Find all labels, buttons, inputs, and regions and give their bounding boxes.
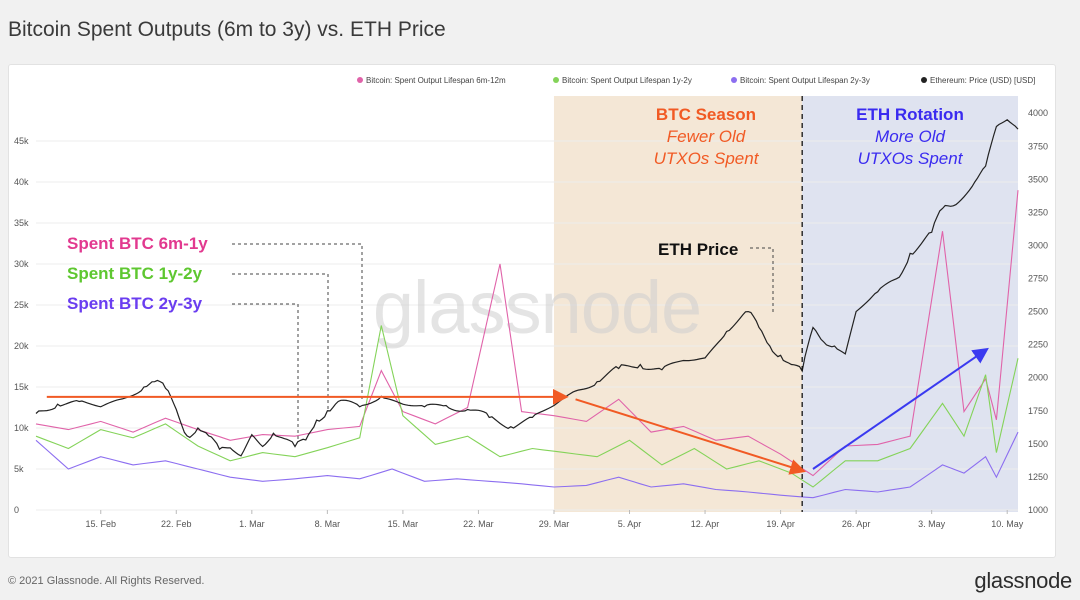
leader-line: [750, 247, 774, 312]
page-title: Bitcoin Spent Outputs (6m to 3y) vs. ETH…: [8, 18, 446, 41]
x-tick-label: 1. Mar: [239, 519, 265, 529]
annotation-spent-2y-3y: Spent BTC 2y-3y: [67, 294, 203, 313]
y-right-tick-label: 2250: [1028, 340, 1048, 350]
x-tick-label: 22. Mar: [463, 519, 494, 529]
annotation-btc-season-line1: Fewer Old: [667, 127, 746, 146]
y-right-tick-label: 3500: [1028, 174, 1048, 184]
series-line-3: [35, 119, 1019, 457]
y-left-tick-label: 40k: [14, 177, 29, 187]
x-tick-label: 26. Apr: [842, 519, 871, 529]
y-left-tick-label: 25k: [14, 300, 29, 310]
y-left-tick-label: 10k: [14, 423, 29, 433]
y-left-tick-label: 35k: [14, 218, 29, 228]
x-tick-label: 29. Mar: [539, 519, 570, 529]
x-tick-label: 12. Apr: [691, 519, 720, 529]
legend-swatch-3: [921, 77, 927, 83]
y-right-tick-label: 3000: [1028, 240, 1048, 250]
y-right-tick-label: 2000: [1028, 373, 1048, 383]
series-line-2: [35, 431, 1019, 499]
x-tick-label: 22. Feb: [161, 519, 192, 529]
legend-label-0: Bitcoin: Spent Output Lifespan 6m-12m: [366, 76, 506, 85]
y-axis-right: 1000 1250 1500 1750 2000 2250 2500 2750 3000 3250…: [1028, 108, 1048, 515]
y-left-tick-label: 20k: [14, 341, 29, 351]
annotation-eth-rotation-title: ETH Rotation: [856, 105, 964, 124]
y-right-tick-label: 3250: [1028, 207, 1048, 217]
x-tick-label: 19. Apr: [766, 519, 795, 529]
x-tick-label: 15. Feb: [85, 519, 116, 529]
y-right-tick-label: 1000: [1028, 505, 1048, 515]
copyright-text: © 2021 Glassnode. All Rights Reserved.: [8, 575, 205, 587]
series-line-1: [35, 325, 1019, 488]
annotation-spent-6m-1y: Spent BTC 6m-1y: [67, 234, 208, 253]
leader-line: [232, 243, 363, 400]
legend-label-3: Ethereum: Price (USD) [USD]: [930, 76, 1035, 85]
x-tick-label: 15. Mar: [388, 519, 419, 529]
y-left-tick-label: 5k: [14, 464, 24, 474]
annotation-btc-season-title: BTC Season: [656, 105, 756, 124]
y-right-tick-label: 1750: [1028, 406, 1048, 416]
legend-label-1: Bitcoin: Spent Output Lifespan 1y-2y: [562, 76, 692, 85]
y-left-tick-label: 45k: [14, 136, 29, 146]
grid: [36, 140, 1018, 511]
y-right-tick-label: 3750: [1028, 141, 1048, 151]
leader-line: [232, 303, 299, 440]
x-tick-label: 8. Mar: [315, 519, 341, 529]
x-axis: 15. Feb 22. Feb 1. Mar 8. Mar 15. Mar 22. Mar…: [85, 510, 1024, 529]
y-right-tick-label: 2500: [1028, 307, 1048, 317]
y-right-tick-label: 1500: [1028, 439, 1048, 449]
leader-line: [232, 273, 329, 410]
trend-arrows: [46, 347, 989, 475]
annotation-eth-rotation-line1: More Old: [875, 127, 945, 146]
annotation-eth-rotation-line2: UTXOs Spent: [858, 149, 964, 168]
trend-arrow-2: [812, 347, 989, 470]
legend-swatch-0: [357, 77, 363, 83]
annotation-eth-price: ETH Price: [658, 240, 738, 259]
trend-arrow-1: [575, 398, 806, 475]
x-tick-label: 10. May: [991, 519, 1024, 529]
y-left-tick-label: 15k: [14, 382, 29, 392]
legend: Bitcoin: Spent Output Lifespan 6m-12m Bit…: [357, 76, 1035, 85]
y-right-tick-label: 4000: [1028, 108, 1048, 118]
legend-swatch-2: [731, 77, 737, 83]
annotation-spent-1y-2y: Spent BTC 1y-2y: [67, 264, 203, 283]
annotation-btc-season-line2: UTXOs Spent: [654, 149, 760, 168]
y-left-tick-label: 30k: [14, 259, 29, 269]
legend-label-2: Bitcoin: Spent Output Lifespan 2y-3y: [740, 76, 870, 85]
y-axis-left: 0 5k 10k 15k 20k 25k 30k 35k 40k 45k: [14, 136, 29, 515]
y-right-tick-label: 1250: [1028, 472, 1048, 482]
legend-swatch-1: [553, 77, 559, 83]
y-right-tick-label: 2750: [1028, 274, 1048, 284]
y-left-tick-label: 0: [14, 505, 19, 515]
watermark-text: glassnode: [373, 266, 701, 349]
x-tick-label: 3. May: [918, 519, 946, 529]
series-lines: [35, 119, 1019, 499]
x-tick-label: 5. Apr: [618, 519, 642, 529]
annotation-leaders: [232, 243, 774, 440]
shaded-region-1: [802, 96, 1018, 512]
glassnode-logo[interactable]: glassnode: [974, 568, 1072, 593]
